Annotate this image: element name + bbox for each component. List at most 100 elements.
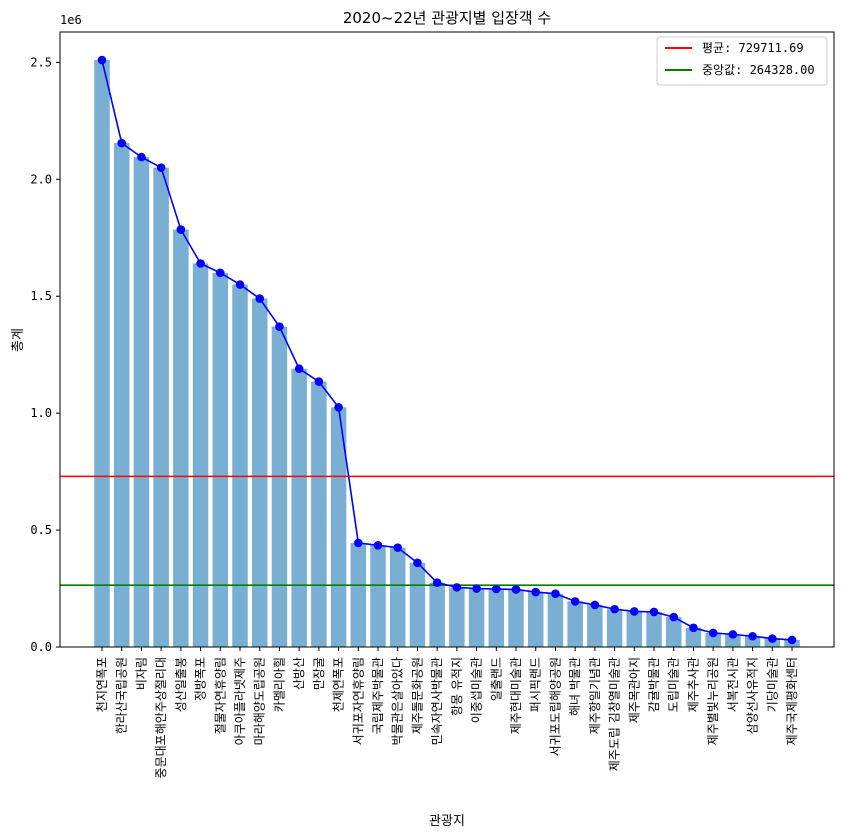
trend-point-9 [255, 294, 265, 303]
trend-point-16 [393, 543, 403, 552]
trend-point-13 [334, 403, 343, 412]
x-tick-label-3: 비자림 [134, 657, 148, 690]
x-tick-label-20: 이중섭미술관 [470, 657, 484, 723]
legend-median-label: 중앙값: 264328.00 [702, 63, 815, 77]
chart-title: 2020~22년 관광지별 입장객 수 [343, 9, 551, 27]
bar-18 [429, 582, 445, 647]
bars-group [94, 60, 800, 648]
trend-point-21 [492, 584, 501, 594]
trend-point-11 [294, 364, 304, 374]
bar-7 [212, 272, 229, 647]
bar-5 [173, 229, 189, 647]
bar-1 [94, 60, 110, 647]
bar-2 [113, 143, 130, 647]
x-tick-label-24: 서귀포도립해양공원 [548, 657, 562, 756]
bar-24 [547, 593, 564, 647]
x-tick-label-6: 정방폭포 [194, 657, 208, 701]
trend-point-5 [176, 225, 186, 234]
y-offset-label: 1e6 [60, 13, 82, 27]
x-axis-title: 관광지 [429, 814, 465, 829]
trend-point-30 [669, 612, 679, 622]
x-tick-label-17: 제주돌문화공원 [410, 657, 424, 734]
trend-point-29 [649, 607, 659, 617]
x-axis: 천지연폭포 한라산국립공원 비자림 중문대포해안주상절리대 성산일출봉 정방폭포 절물자연휴… [94, 647, 799, 778]
x-tick-label-8: 아쿠아플라넷제주 [233, 657, 247, 745]
x-tick-label-21: 일출랜드 [489, 657, 503, 701]
x-tick-label-18: 민속자연사박물관 [430, 657, 444, 745]
x-tick-label-10: 카멜리아힐 [272, 657, 286, 712]
trend-point-20 [472, 584, 481, 593]
trend-point-23 [531, 587, 541, 597]
bar-3 [133, 157, 150, 648]
bar-22 [508, 589, 524, 647]
x-tick-label-16: 박물관은살아있다 [391, 657, 405, 745]
bar-30 [665, 617, 682, 647]
bar-9 [251, 298, 268, 647]
trend-point-17 [413, 558, 422, 568]
trend-point-12 [314, 377, 324, 386]
trend-point-22 [511, 585, 521, 594]
x-tick-label-26: 제주항일기념관 [588, 657, 602, 734]
bar-28 [626, 611, 643, 647]
x-tick-label-28: 제주목관아지 [627, 657, 641, 723]
trend-point-24 [551, 589, 560, 598]
trend-point-35 [768, 634, 777, 643]
bar-21 [488, 589, 505, 647]
y-axis-title: 총계 [11, 328, 26, 352]
x-tick-label-25: 해녀 박물관 [568, 657, 582, 716]
x-tick-label-19: 항몽 유적지 [450, 657, 464, 716]
y-tick-label-5: 2.0 [30, 172, 52, 186]
bar-12 [311, 381, 327, 647]
bar-10 [271, 326, 288, 647]
trend-point-27 [610, 604, 619, 614]
trend-point-3 [137, 152, 146, 162]
trend-point-10 [275, 322, 284, 331]
bar-15 [370, 545, 386, 647]
bar-31 [685, 627, 702, 647]
x-tick-label-34: 삼양선사유적지 [746, 657, 760, 734]
bar-19 [449, 587, 465, 647]
plot-frame [59, 31, 835, 648]
x-tick-label-29: 감귤박물관 [647, 657, 661, 712]
x-tick-label-1: 천지연폭포 [94, 657, 109, 712]
bar-11 [291, 368, 307, 647]
trend-point-8 [235, 280, 245, 289]
x-tick-label-9: 마라해양도립공원 [253, 657, 267, 745]
trend-point-6 [196, 259, 205, 268]
bar-6 [192, 263, 209, 647]
bar-13 [330, 407, 347, 647]
bar-4 [153, 167, 169, 647]
bar-14 [350, 542, 367, 647]
trend-point-36 [787, 635, 797, 645]
trend-point-25 [570, 597, 580, 606]
legend-mean-label: 평균: 729711.69 [702, 41, 804, 55]
bar-20 [468, 588, 485, 647]
bar-16 [389, 547, 406, 647]
y-tick-label-4: 1.5 [30, 289, 52, 303]
trend-point-31 [689, 623, 698, 633]
y-tick-label-6: 2.5 [30, 55, 52, 69]
trend-point-33 [728, 630, 738, 639]
y-tick-label-3: 1.0 [30, 406, 52, 420]
x-tick-label-11: 산방산 [292, 657, 306, 690]
x-tick-label-27: 제주도립 김창열미술관 [608, 657, 622, 771]
x-tick-label-5: 성산일출봉 [174, 657, 188, 712]
legend-box [656, 36, 828, 86]
x-tick-label-15: 국립제주박물관 [371, 657, 385, 734]
trend-point-28 [630, 607, 639, 616]
bar-27 [606, 609, 623, 647]
legend: 평균: 729711.69 중앙값: 264328.00 [656, 36, 828, 86]
trend-point-34 [748, 631, 757, 641]
x-tick-label-4: 중문대포해안주상절리대 [154, 657, 168, 778]
x-tick-label-30: 도립미술관 [667, 657, 681, 712]
bar-32 [705, 632, 721, 647]
bar-25 [567, 601, 583, 647]
x-tick-label-7: 절물자연휴양림 [213, 657, 227, 734]
x-tick-label-36: 제주국제평화센터 [785, 657, 799, 745]
x-tick-label-33: 서복전시관 [726, 657, 740, 712]
bar-26 [587, 604, 603, 647]
trend-point-14 [353, 538, 363, 548]
trend-line-group [97, 55, 797, 645]
trend-point-7 [215, 268, 225, 278]
trend-point-15 [373, 540, 383, 550]
